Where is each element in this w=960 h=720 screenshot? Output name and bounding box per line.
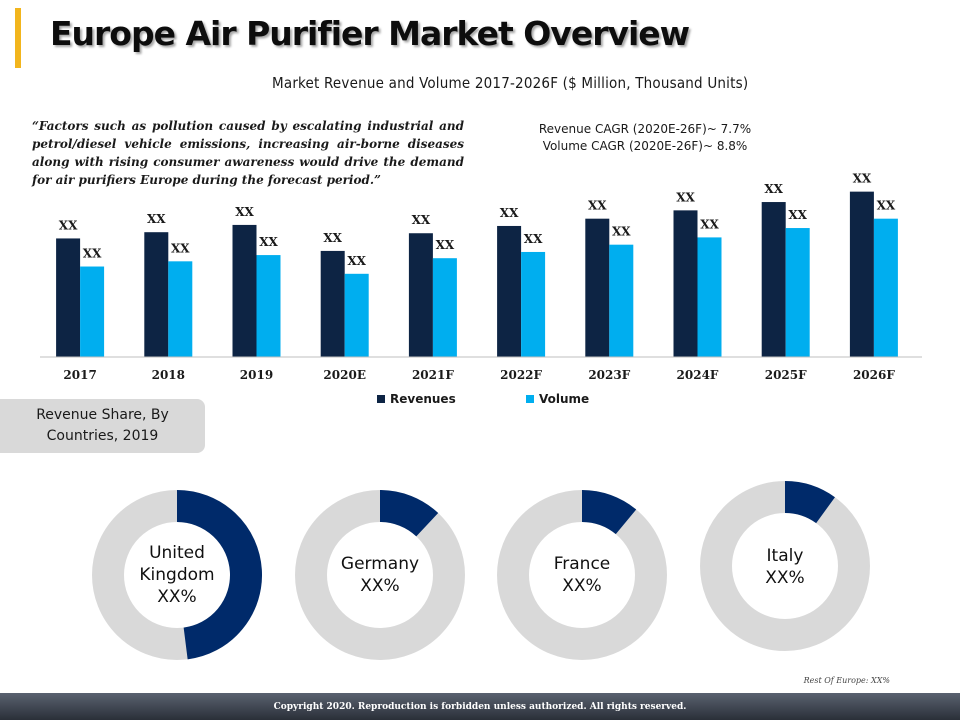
donut-label-line: XX% [157,587,197,607]
bar-data-label: XX [147,212,166,226]
donut-country-slice [784,481,835,524]
donut-label-line: Kingdom [139,565,215,585]
donut-label-line: XX% [765,568,805,588]
donut-label: Italy XX% [700,481,870,653]
volume-bar [80,266,105,357]
page-title: Europe Air Purifier Market Overview [50,14,690,53]
donut-country-slice [379,490,439,537]
donut-label-line: XX% [360,576,400,596]
footer-bar: Copyright 2020. Reproduction is forbidde… [0,693,960,720]
x-tick-label: 2023F [588,368,630,382]
revenue-bar [56,238,81,357]
bar-data-label: XX [59,218,78,232]
volume-cagr: Volume CAGR (2020E-26F)~ 8.8% [542,139,748,153]
donut-france: France XX% [497,490,667,660]
bar-data-label: XX [323,231,342,245]
bar-data-label: XX [524,232,543,246]
legend-label: Volume [539,392,589,406]
x-tick-label: 2019 [240,368,273,382]
revenue-bar [144,232,169,357]
bar-data-label: XX [788,208,807,222]
donut-label-line: France [553,554,611,574]
bar-data-label: XX [83,247,102,261]
volume-bar [256,255,281,357]
x-tick-label: 2021F [412,368,454,382]
donut-country-slice [176,490,262,660]
revenue-share-heading: Revenue Share, By Countries, 2019 [36,407,169,444]
x-tick-label: 2026F [853,368,895,382]
bar-data-label: XX [853,172,872,186]
x-tick-label: 2020E [323,368,366,382]
x-tick-label: 2018 [152,368,185,382]
revenue-bar [408,233,433,357]
volume-bar [873,218,898,357]
volume-bar [168,261,193,357]
donut-label-line: United [149,543,205,563]
x-tick-label: 2022F [500,368,542,382]
x-tick-label: 2025F [765,368,807,382]
revenue-bar [585,218,610,357]
bar-data-label: XX [171,241,190,255]
legend-label: Revenues [390,392,456,406]
bar-data-label: XX [259,235,278,249]
volume-bar [697,237,722,357]
donut-country-slice [581,490,637,535]
volume-bar [432,258,457,357]
volume-bar [521,251,546,357]
volume-bar [785,228,810,357]
bar-data-label: XX [347,254,366,268]
copyright-text: Copyright 2020. Reproduction is forbidde… [273,701,687,712]
bar-data-label: XX [764,182,783,196]
donut-germany: Germany XX% [295,490,465,660]
revenue-bar [673,210,698,357]
bar-data-label: XX [700,217,719,231]
revenue-bar [232,224,257,357]
donut-label-line: XX% [562,576,602,596]
donut-ring [700,481,870,651]
donut-label-line: Italy [766,546,804,566]
title-accent-bar [15,8,21,68]
rest-of-europe-note: Rest Of Europe: XX% [803,676,890,685]
legend-swatch [377,395,385,403]
donut-united-kingdom: United Kingdom XX% [92,490,262,660]
x-tick-label: 2024F [677,368,719,382]
legend-swatch [526,395,534,403]
x-tick-label: 2017 [63,368,96,382]
revenue-share-heading-box: Revenue Share, By Countries, 2019 [0,399,205,453]
bar-data-label: XX [235,205,254,219]
volume-bar [344,273,369,357]
revenue-cagr: Revenue CAGR (2020E-26F)~ 7.7% [538,122,752,136]
bar-data-label: XX [412,213,431,227]
donut-ring [92,490,262,660]
bar-data-label: XX [612,225,631,239]
revenue-bar [497,225,522,357]
bar-data-label: XX [436,238,455,252]
revenue-bar [761,202,786,357]
revenue-bar [849,191,874,357]
revenue-volume-bar-chart: XX XX 2017 XX XX 2018 XX XX 2019 XX XX 2020E XX XX 202… [40,172,922,406]
donut-label: Germany XX% [295,490,465,660]
bar-data-label: XX [588,199,607,213]
volume-bar [609,244,634,357]
donut-ring [497,490,667,660]
donut-ring [295,490,465,660]
chart-subtitle: Market Revenue and Volume 2017-2026F ($ … [272,74,749,92]
donut-italy: Italy XX% [700,481,870,651]
donut-label: United Kingdom XX% [92,490,262,660]
revenue-bar [320,250,345,357]
bar-data-label: XX [676,190,695,204]
bar-data-label: XX [877,199,896,213]
bar-data-label: XX [500,206,519,220]
market-quote: “Factors such as pollution caused by esc… [32,119,464,187]
donut-label: France XX% [497,490,667,660]
donut-label-line: Germany [340,554,420,574]
cagr-box: Revenue CAGR (2020E-26F)~ 7.7% Volume CA… [520,121,770,155]
